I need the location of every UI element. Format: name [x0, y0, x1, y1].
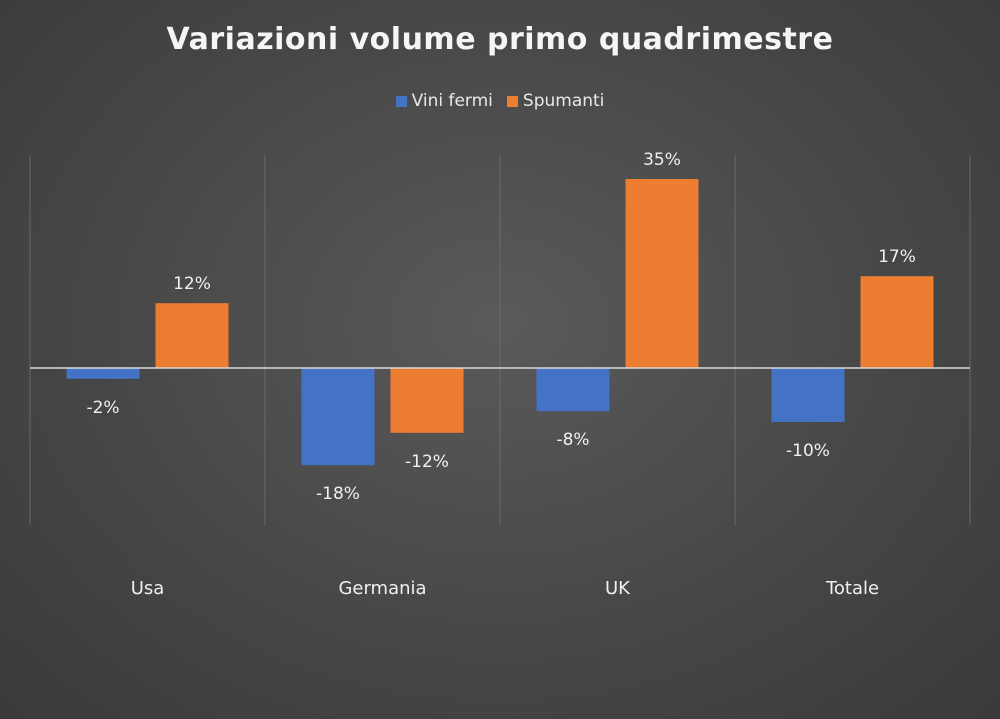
category-label-totale: Totale	[825, 578, 879, 599]
data-label-vini-fermi-totale: -10%	[786, 441, 830, 461]
data-label-spumanti-uk: 35%	[643, 150, 681, 170]
bar-spumanti-usa	[155, 303, 229, 368]
legend: Vini fermi Spumanti	[0, 91, 1000, 111]
legend-item-vini-fermi: Vini fermi	[395, 91, 493, 111]
legend-swatch-vini-fermi	[395, 95, 407, 107]
category-label-uk: UK	[605, 578, 631, 599]
bar-vini-fermi-totale	[771, 368, 845, 422]
bar-vini-fermi-usa	[66, 368, 140, 379]
data-label-vini-fermi-usa: -2%	[86, 398, 119, 418]
chart-title: Variazioni volume primo quadrimestre	[166, 22, 834, 57]
category-label-germania: Germania	[338, 578, 426, 599]
bar-spumanti-uk	[625, 179, 699, 368]
data-label-spumanti-totale: 17%	[878, 247, 916, 267]
bar-vini-fermi-germania	[301, 368, 375, 466]
bar-spumanti-germania	[390, 368, 464, 433]
legend-swatch-spumanti	[506, 95, 518, 107]
data-label-spumanti-germania: -12%	[405, 452, 449, 472]
category-label-usa: Usa	[131, 578, 165, 599]
bar-spumanti-totale	[860, 276, 934, 368]
data-label-spumanti-usa: 12%	[173, 274, 211, 294]
data-label-vini-fermi-uk: -8%	[556, 430, 589, 450]
bar-vini-fermi-uk	[536, 368, 610, 412]
data-label-vini-fermi-germania: -18%	[316, 484, 360, 504]
legend-label-spumanti: Spumanti	[522, 91, 605, 111]
legend-label-vini-fermi: Vini fermi	[411, 91, 493, 111]
legend-item-spumanti: Spumanti	[506, 91, 605, 111]
